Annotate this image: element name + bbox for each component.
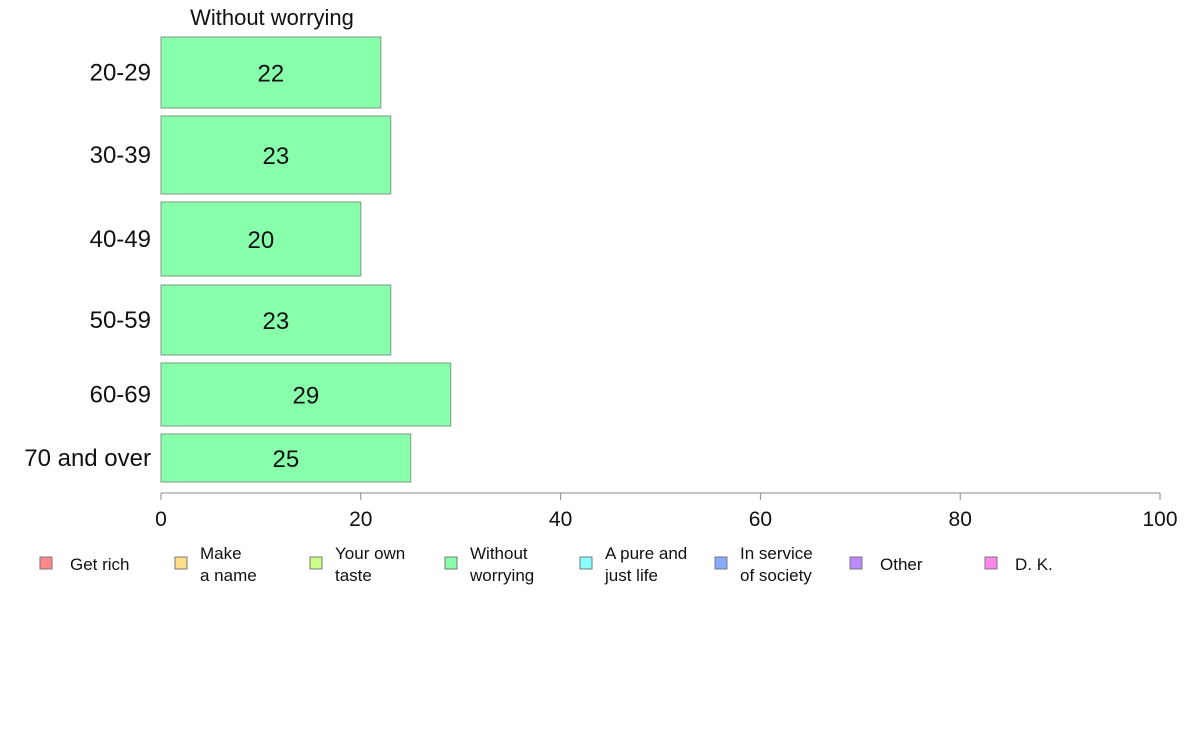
- legend-item: Your own taste: [309, 544, 405, 585]
- legend-label: just life: [604, 566, 658, 585]
- legend-label: D. K.: [1015, 555, 1053, 574]
- legend-item: A pure and just life: [579, 544, 687, 585]
- legend-label: taste: [335, 566, 372, 585]
- bar-value-label: 29: [293, 383, 320, 410]
- category-label: 70 and over: [24, 445, 151, 472]
- category-label: 30-39: [90, 142, 151, 169]
- x-tick-label: 40: [549, 508, 572, 531]
- x-tick-label: 100: [1142, 508, 1177, 531]
- legend: Get rich Make a name Your own taste Without wo…: [39, 544, 1053, 585]
- legend-swatch: [849, 556, 863, 570]
- legend-swatch: [39, 556, 53, 570]
- bar: [160, 284, 392, 356]
- bar-value-label: 20: [248, 227, 275, 254]
- bar: [160, 115, 392, 195]
- bar: [160, 362, 452, 427]
- legend-swatch: [579, 556, 593, 570]
- legend-label: A pure and: [605, 544, 687, 563]
- legend-swatch: [444, 556, 458, 570]
- legend-label: of society: [740, 566, 812, 585]
- chart-title: Without worrying: [190, 5, 354, 30]
- legend-item: In service of society: [714, 544, 813, 585]
- bar-value-label: 25: [273, 446, 300, 473]
- legend-swatch: [309, 556, 323, 570]
- legend-label: worrying: [469, 566, 534, 585]
- legend-label: Your own: [335, 544, 405, 563]
- legend-item: Get rich: [39, 555, 130, 574]
- x-axis: 0 20 40 60 80 100: [155, 492, 1178, 531]
- category-label: 20-29: [90, 60, 151, 87]
- legend-label: Make: [200, 544, 242, 563]
- legend-item: Make a name: [174, 544, 257, 585]
- x-tick-label: 0: [155, 508, 167, 531]
- x-tick-label: 80: [949, 508, 972, 531]
- bar-value-label: 22: [258, 61, 285, 88]
- legend-label: In service: [740, 544, 813, 563]
- category-label: 50-59: [90, 307, 151, 334]
- bars-group: 20-29 22 30-39 23 40-49 20 50-59 23 60-69 29 70 an…: [24, 36, 452, 483]
- bar: [160, 201, 362, 277]
- bar-value-label: 23: [263, 143, 290, 170]
- bar: [160, 36, 382, 109]
- bar-value-label: 23: [263, 308, 290, 335]
- legend-label: Other: [880, 555, 923, 574]
- x-tick-label: 60: [749, 508, 772, 531]
- legend-item: D. K.: [984, 555, 1053, 574]
- x-tick-label: 20: [349, 508, 372, 531]
- category-label: 60-69: [90, 382, 151, 409]
- legend-label: Without: [470, 544, 528, 563]
- legend-swatch: [714, 556, 728, 570]
- legend-swatch: [984, 556, 998, 570]
- legend-label: Get rich: [70, 555, 130, 574]
- bar: [160, 433, 412, 483]
- legend-item: Without worrying: [444, 544, 534, 585]
- legend-item: Other: [849, 555, 923, 574]
- category-label: 40-49: [90, 226, 151, 253]
- legend-swatch: [174, 556, 188, 570]
- legend-label: a name: [200, 566, 257, 585]
